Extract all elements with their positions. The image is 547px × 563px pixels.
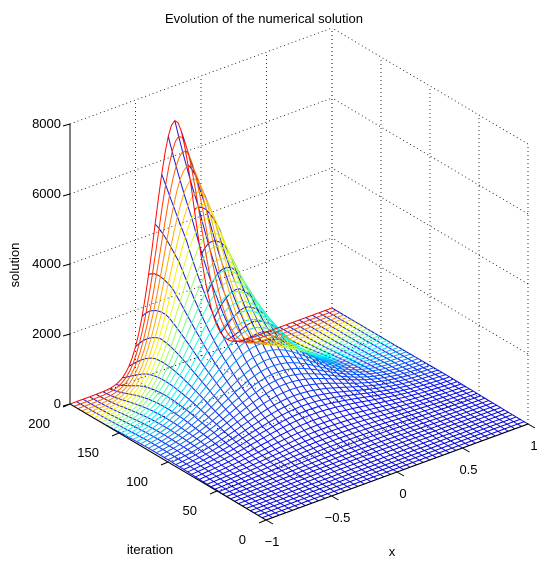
surface-curve-x	[230, 402, 493, 500]
axis-labels: Evolution of the numerical solution x it…	[7, 11, 538, 559]
gridline-back-z	[69, 97, 333, 195]
surface-curve-x	[195, 381, 458, 478]
surface-curve-x	[105, 245, 368, 425]
x-tick-label: −0.5	[325, 510, 351, 525]
surface-curve-x	[214, 392, 478, 490]
surface-curve-x	[93, 203, 356, 419]
surface-curve-x	[218, 395, 482, 492]
gridline-floor-y	[167, 365, 431, 463]
gridline-back-z	[69, 167, 333, 265]
y-tick-label: 200	[28, 416, 50, 431]
surface-curve-x	[179, 371, 442, 468]
gridline-side-z	[331, 97, 529, 215]
x-tick-mark	[396, 471, 405, 477]
surface-curve-x	[85, 178, 348, 414]
y-tick-label: 50	[183, 503, 197, 518]
surface-curve-iteration	[259, 333, 457, 451]
y-tick-label: 150	[77, 445, 99, 460]
surface-curve-x	[163, 362, 427, 458]
surface-curve-x	[258, 418, 521, 516]
x-axis-label: x	[389, 544, 396, 559]
x-tick-label: 0	[399, 486, 406, 501]
surface-curve-x	[175, 369, 438, 466]
surface-curve-x	[124, 300, 388, 436]
y-tick-label: 100	[126, 474, 148, 489]
axes	[62, 123, 536, 525]
surface-curve-x	[226, 400, 489, 497]
surface-curve-x	[199, 383, 462, 480]
surface-curve-x	[183, 374, 446, 470]
surface-curve-x	[69, 119, 333, 405]
surface-curve-iteration	[318, 312, 516, 430]
z-tick-label: 6000	[32, 186, 61, 201]
surface-curve-x	[167, 364, 431, 461]
surface-curve-x	[203, 385, 466, 483]
x-tick-mark	[331, 495, 339, 501]
surface-curves	[69, 119, 529, 521]
surface-curve-x	[246, 411, 509, 509]
z-tick-mark	[62, 263, 71, 267]
surface-curve-x	[128, 310, 391, 438]
surface-curve-x	[77, 150, 340, 410]
chart-title: Evolution of the numerical solution	[165, 11, 363, 26]
gridline-back-z	[69, 27, 333, 125]
y-tick-label: 0	[239, 532, 246, 547]
z-tick-mark	[62, 333, 71, 337]
z-tick-label: 0	[54, 396, 61, 411]
surface-curve-x	[191, 378, 454, 475]
surface-curve-x	[89, 191, 352, 416]
surface-curve-x	[155, 358, 419, 454]
surface-curve-x	[97, 217, 360, 421]
y-tick-mark	[111, 432, 120, 437]
gridline-back-z	[69, 237, 333, 335]
y-tick-mark	[258, 519, 267, 524]
z-axis-label: solution	[7, 243, 22, 288]
x-tick-label: 0.5	[459, 462, 477, 477]
surface-curve-x	[101, 232, 364, 423]
y-tick-mark	[209, 490, 218, 495]
surface-curve-x	[171, 367, 435, 463]
surface-curve-x	[242, 409, 505, 507]
surface-curve-x	[238, 407, 501, 504]
surface-curve-x	[132, 318, 395, 440]
x-tick-label: 1	[530, 438, 537, 453]
surface-curve-x	[234, 404, 497, 502]
surface-curve-x	[152, 355, 415, 451]
surface-curve-x	[210, 390, 474, 488]
z-tick-mark	[62, 403, 71, 407]
surface-curve-x	[207, 388, 470, 485]
x-tick-mark	[265, 519, 274, 525]
surface-curve-x	[116, 280, 380, 432]
surface-curve-x	[250, 414, 513, 512]
x-tick-label: −1	[265, 534, 280, 549]
surface-curve-x	[187, 376, 450, 473]
surface-curve-x	[148, 349, 411, 449]
surface-curve-x	[120, 291, 384, 434]
z-tick-mark	[62, 123, 71, 127]
surface-curve-x	[222, 397, 486, 495]
z-tick-label: 8000	[32, 116, 61, 131]
surface-curve-x	[254, 416, 517, 514]
surface-curve-x	[73, 136, 337, 407]
gridline-side-z	[331, 237, 529, 355]
surface-curve-x	[159, 360, 423, 456]
gridline-side-z	[331, 27, 529, 145]
surface-curve-x	[81, 164, 344, 412]
x-tick-mark	[462, 447, 470, 453]
z-tick-label: 4000	[32, 256, 61, 271]
y-tick-mark	[160, 461, 169, 466]
x-tick-mark	[527, 423, 536, 429]
z-tick-label: 2000	[32, 326, 61, 341]
y-axis-label: iteration	[127, 542, 173, 557]
surface-curve-x	[261, 421, 525, 519]
z-tick-mark	[62, 193, 71, 197]
